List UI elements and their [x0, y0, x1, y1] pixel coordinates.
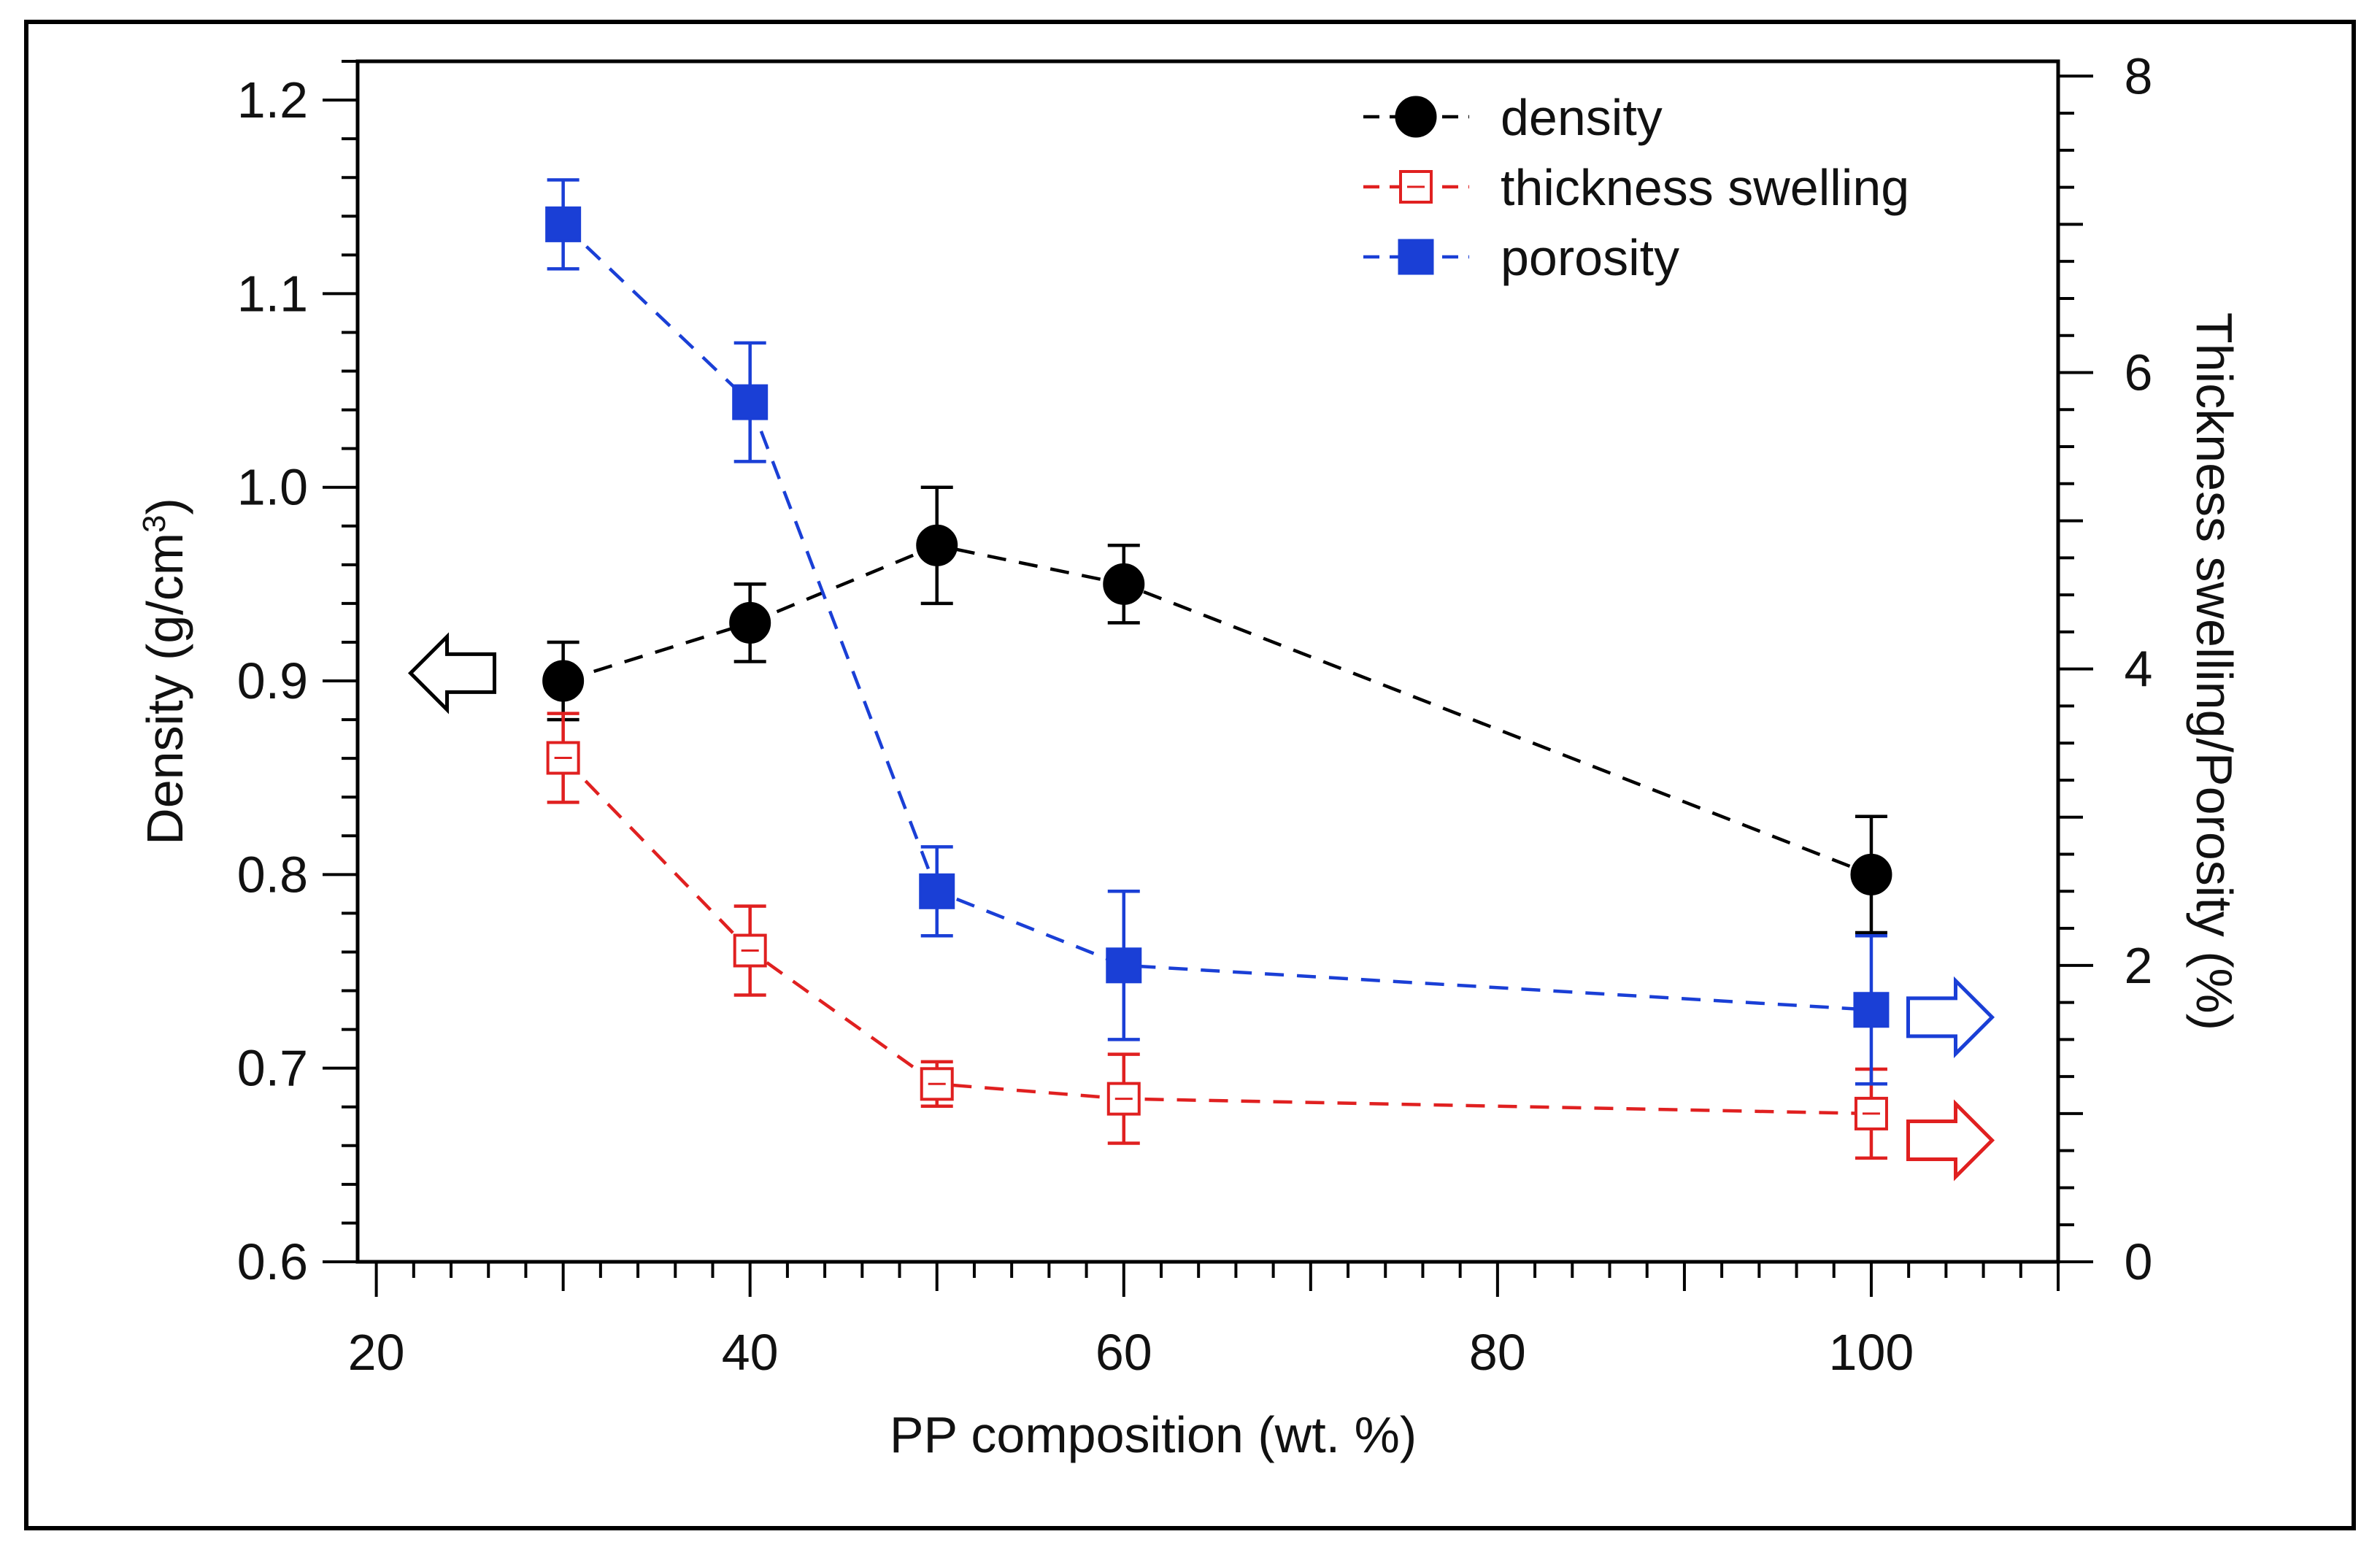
- data-point-circle: [916, 524, 958, 566]
- x-tick-label: 20: [348, 1324, 405, 1381]
- legend-label-density: density: [1501, 89, 1663, 146]
- x-tick-label: 60: [1095, 1324, 1152, 1381]
- data-point-circle: [729, 601, 771, 644]
- legend: density thickness swelling porosity: [1363, 89, 1909, 286]
- y-left-axis-label-close: ): [136, 498, 193, 515]
- data-point-filled-square: [1853, 992, 1890, 1028]
- series-porosity: [545, 178, 1890, 1086]
- data-point-circle: [542, 660, 585, 702]
- data-point-filled-square: [1106, 947, 1142, 984]
- series-layer: [542, 178, 1892, 1160]
- left-axis-arrow: [407, 632, 496, 714]
- y-right-tick-label: 2: [2125, 937, 2153, 994]
- y-left-axis-label-main: Density (g/cm: [136, 533, 193, 845]
- y-left-tick-label: 1.2: [237, 72, 308, 128]
- legend-item-density: density: [1363, 89, 1663, 146]
- x-tick-label: 100: [1829, 1324, 1914, 1381]
- y-left-tick-label: 1.1: [237, 265, 308, 322]
- legend-item-porosity: porosity: [1363, 229, 1679, 286]
- axis-arrows: [407, 632, 1995, 1182]
- data-point-filled-square: [1398, 239, 1434, 275]
- legend-item-thickness-swelling: thickness swelling: [1363, 159, 1909, 216]
- right-axis-arrow-porosity: [1906, 976, 1995, 1058]
- figure-border: [24, 20, 2356, 1530]
- y-right-axis-label: Thickness swelling/Porosity (%): [2186, 312, 2243, 1030]
- x-tick-label: 40: [722, 1324, 779, 1381]
- x-tick-label: 80: [1469, 1324, 1526, 1381]
- y-left-tick-label: 0.8: [237, 846, 308, 903]
- y-right-tick-label: 8: [2125, 47, 2153, 104]
- y-left-tick-label: 0.7: [237, 1040, 308, 1097]
- y-right-tick-label: 6: [2125, 344, 2153, 401]
- y-left-axis-label-sup: 3: [136, 515, 172, 532]
- x-axis-label: PP composition (wt. %): [890, 1406, 1417, 1463]
- axis-tick-labels: 20 40 60 80 100 0.6 0.7 0.8 0.9 1.0 1.1 1.2 0 2 4 6 8: [237, 47, 2153, 1381]
- series-thickness-swelling: [546, 712, 1888, 1160]
- legend-label-porosity: porosity: [1501, 229, 1679, 286]
- series-density: [542, 485, 1892, 935]
- data-point-circle: [1103, 563, 1145, 605]
- y-left-axis-label: Density (g/cm3): [136, 498, 194, 845]
- y-left-tick-label: 0.9: [237, 652, 308, 709]
- right-axis-arrow-swelling: [1906, 1099, 1995, 1182]
- y-left-tick-label: 0.6: [237, 1233, 308, 1290]
- data-point-circle: [1850, 853, 1892, 895]
- data-point-open-square: [546, 741, 580, 775]
- legend-label-thickness-swelling: thickness swelling: [1501, 159, 1909, 216]
- plot-frame: [355, 59, 2060, 1264]
- y-left-tick-label: 1.0: [237, 459, 308, 516]
- axis-ticks: [323, 60, 2093, 1297]
- data-point-circle: [1395, 96, 1437, 138]
- y-right-tick-label: 0: [2125, 1233, 2153, 1290]
- data-point-filled-square: [732, 384, 769, 420]
- y-right-tick-label: 4: [2125, 641, 2153, 698]
- data-point-filled-square: [919, 873, 955, 909]
- data-point-filled-square: [545, 206, 582, 242]
